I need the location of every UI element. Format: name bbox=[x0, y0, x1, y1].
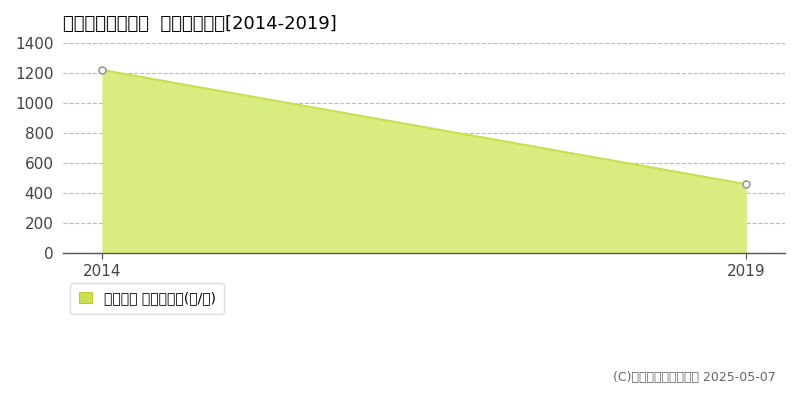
Text: (C)土地価格ドットコム 2025-05-07: (C)土地価格ドットコム 2025-05-07 bbox=[614, 371, 776, 384]
Text: 多気郡多気町車川  林地価格推移[2014-2019]: 多気郡多気町車川 林地価格推移[2014-2019] bbox=[63, 15, 337, 33]
Legend: 林地価格 平均坪単価(円/坪): 林地価格 平均坪単価(円/坪) bbox=[70, 283, 224, 314]
